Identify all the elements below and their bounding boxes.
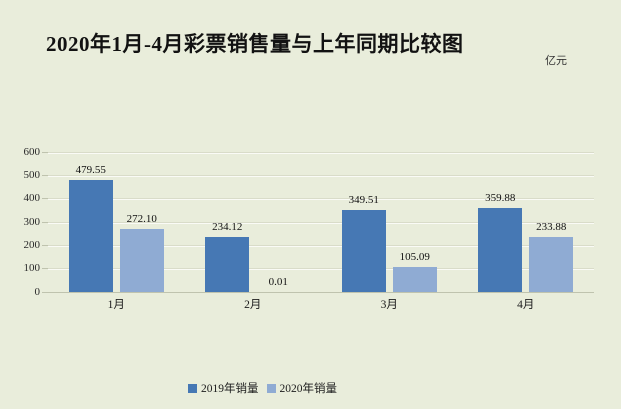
- bar-value-label-2020年销量-1月: 272.10: [126, 212, 157, 225]
- bar-value-label-2019年销量-2月: 234.12: [212, 221, 243, 234]
- x-tick-label-1月: 1月: [107, 299, 125, 311]
- gridline-100: [48, 268, 594, 270]
- gridline-600: [48, 151, 594, 153]
- bar-value-label-2020年销量-4月: 233.88: [536, 221, 567, 234]
- y-tick-label-600: 600: [23, 145, 41, 158]
- bar-2019年销量-1月: [68, 180, 113, 292]
- y-tick-label-300: 300: [23, 215, 41, 228]
- bar-2019年销量-2月: [205, 237, 250, 292]
- x-axis-line: [44, 292, 594, 293]
- bar-value-label-2019年销量-1月: 479.55: [75, 164, 106, 177]
- bar-2019年销量-4月: [478, 208, 523, 292]
- y-tick-mark-400: [42, 198, 48, 200]
- legend: 2019年销量 2020年销量: [188, 380, 337, 396]
- gridline-400: [48, 198, 594, 200]
- legend-swatch-2019年销量: [188, 383, 197, 393]
- bar-2020年销量-1月: [119, 228, 164, 292]
- unit-label: 亿元: [545, 55, 567, 67]
- legend-label-2020年销量: 2020年销量: [279, 383, 338, 395]
- y-tick-label-200: 200: [23, 238, 41, 251]
- plot-area: 479.55 272.10 234.12 0.01 349.51 105.09 359.88…: [44, 151, 594, 293]
- bar-value-label-2020年销量-2月: 0.01: [268, 275, 288, 288]
- legend-item-2019年销量: 2019年销量: [188, 380, 259, 396]
- bar-2020年销量-4月: [529, 237, 574, 292]
- y-tick-mark-0: [42, 291, 48, 293]
- y-tick-mark-100: [42, 268, 48, 270]
- x-tick-label-2月: 2月: [244, 299, 262, 311]
- gridline-500: [48, 174, 594, 176]
- x-tick-label-3月: 3月: [380, 299, 398, 311]
- bar-2019年销量-3月: [341, 210, 386, 292]
- bar-value-label-2019年销量-4月: 359.88: [485, 192, 516, 205]
- y-tick-mark-600: [42, 151, 48, 153]
- legend-label-2019年销量: 2019年销量: [201, 383, 259, 395]
- chart-title: 2020年1月-4月彩票销售量与上年同期比较图: [46, 32, 464, 56]
- y-tick-label-400: 400: [23, 192, 41, 205]
- gridline-300: [48, 221, 594, 223]
- y-tick-label-100: 100: [23, 262, 41, 275]
- bar-2020年销量-3月: [392, 267, 437, 292]
- bar-value-label-2019年销量-3月: 349.51: [348, 194, 379, 207]
- y-tick-label-500: 500: [23, 168, 41, 181]
- y-tick-mark-200: [42, 244, 48, 246]
- bar-value-label-2020年销量-3月: 105.09: [399, 251, 430, 264]
- gridline-200: [48, 244, 594, 246]
- y-tick-mark-300: [42, 221, 48, 223]
- y-tick-mark-500: [42, 174, 48, 176]
- y-tick-label-0: 0: [34, 285, 41, 298]
- legend-item-2020年销量: 2020年销量: [266, 380, 338, 396]
- legend-swatch-2020年销量: [266, 383, 276, 393]
- x-tick-label-4月: 4月: [517, 299, 535, 311]
